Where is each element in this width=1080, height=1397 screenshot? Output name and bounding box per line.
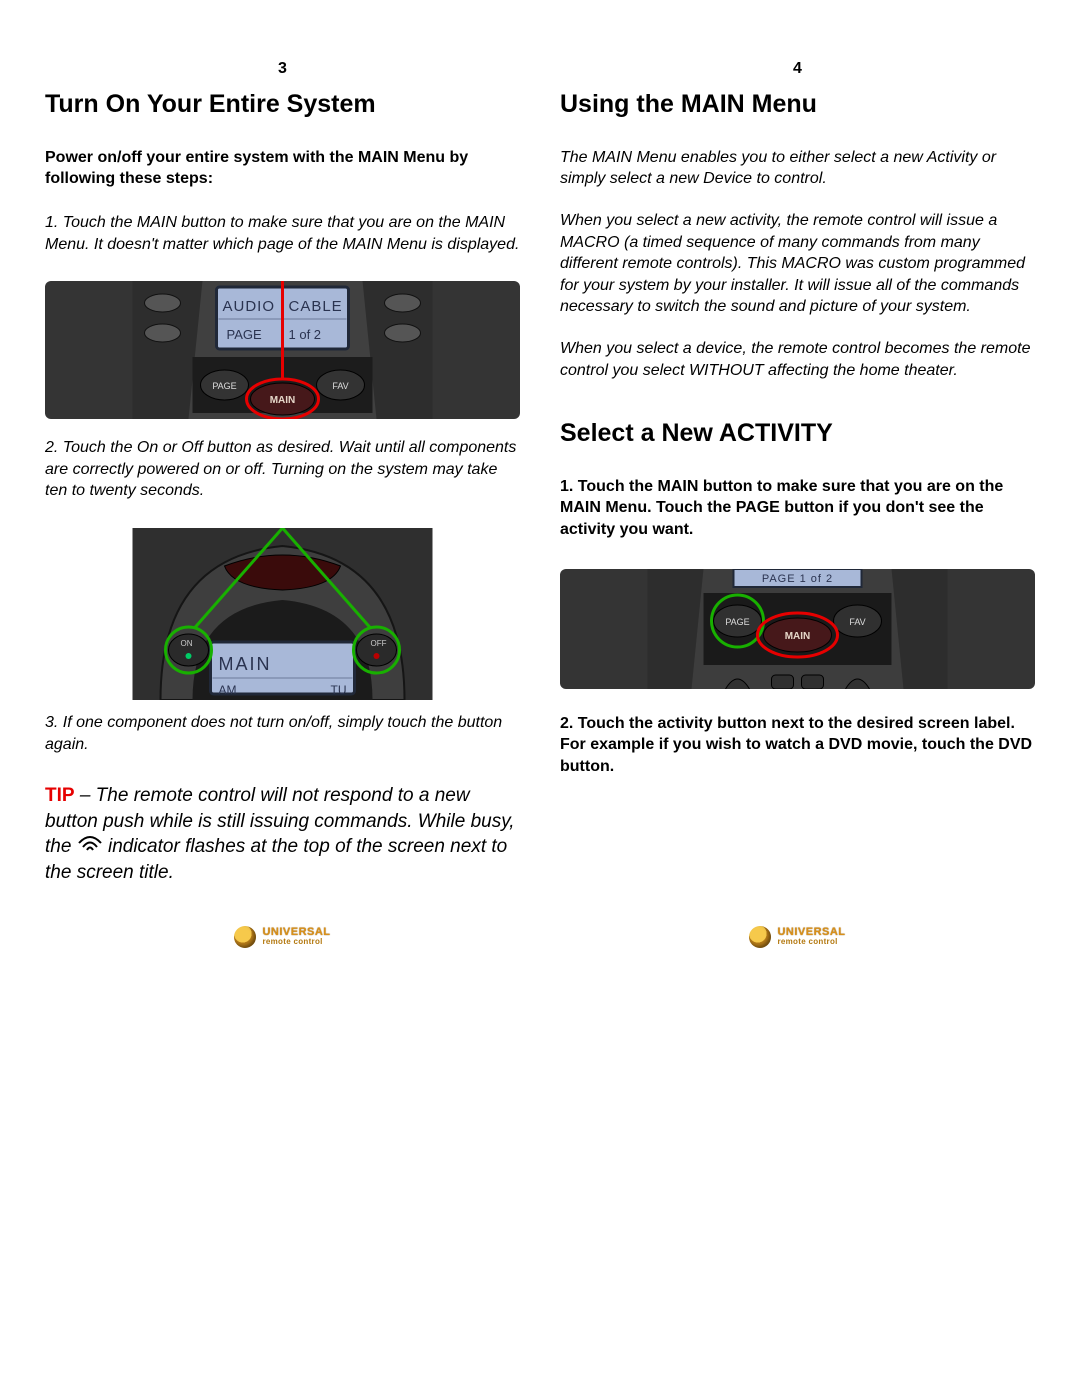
- step1-text: 1. Touch the MAIN button to make sure th…: [45, 212, 520, 255]
- logo-line2: remote control: [777, 938, 845, 946]
- page-button-label-2: PAGE: [725, 617, 749, 627]
- logo-line2: remote control: [262, 938, 330, 946]
- page-button-label: PAGE: [212, 381, 236, 391]
- lcd-audio-label: AUDIO: [223, 298, 276, 315]
- heading-using-main: Using the MAIN Menu: [560, 90, 1035, 119]
- tip-label: TIP: [45, 785, 75, 806]
- heading-turn-on: Turn On Your Entire System: [45, 90, 520, 119]
- step3-text: 3. If one component does not turn on/off…: [45, 712, 520, 755]
- lcd-cable-label: CABLE: [289, 298, 343, 315]
- page-number-left: 3: [45, 60, 520, 78]
- footer-logo-right: UNIVERSAL remote control: [560, 886, 1035, 948]
- signal-icon: [77, 835, 103, 861]
- fav-button-label: FAV: [332, 381, 348, 391]
- right-step2: 2. Touch the activity button next to the…: [560, 713, 1035, 778]
- logo-globe-icon: [234, 926, 256, 948]
- intro-para: Power on/off your entire system with the…: [45, 147, 520, 190]
- lcd-tu-label: TU: [331, 683, 347, 697]
- page-4-column: 4 Using the MAIN Menu The MAIN Menu enab…: [560, 60, 1035, 948]
- footer-logo-left: UNIVERSAL remote control: [45, 886, 520, 948]
- main-button-label-2: MAIN: [785, 631, 811, 642]
- lcd-pagecount-label: 1 of 2: [289, 327, 322, 342]
- figure-remote-page-main: PAGE 1 of 2 PAGE FAV MAIN: [560, 569, 1035, 689]
- figure-remote-main-circled: AUDIO CABLE PAGE 1 of 2 PAGE FAV MAIN: [45, 281, 520, 419]
- lcd-page-text: PAGE 1 of 2: [762, 573, 833, 585]
- right-para1: The MAIN Menu enables you to either sele…: [560, 147, 1035, 190]
- lcd-am-label: AM: [219, 683, 237, 697]
- figure-remote-on-off: MAIN AM TU ON OFF: [45, 528, 520, 700]
- right-para3: When you select a device, the remote con…: [560, 338, 1035, 381]
- subheading-select-activity: Select a New ACTIVITY: [560, 419, 1035, 448]
- logo-globe-icon: [749, 926, 771, 948]
- off-button-label: OFF: [371, 639, 387, 648]
- lcd-page-label: PAGE: [227, 327, 262, 342]
- step2-text: 2. Touch the On or Off button as desired…: [45, 437, 520, 502]
- on-button-label: ON: [181, 639, 193, 648]
- lcd-main-title: MAIN: [219, 654, 272, 674]
- tip-paragraph: TIP – The remote control will not respon…: [45, 783, 520, 886]
- fav-button-label-2: FAV: [849, 617, 865, 627]
- tip-body-after: indicator flashes at the top of the scre…: [45, 836, 507, 883]
- page-number-right: 4: [560, 60, 1035, 78]
- right-step1: 1. Touch the MAIN button to make sure th…: [560, 476, 1035, 541]
- main-button-label: MAIN: [270, 395, 296, 406]
- right-para2: When you select a new activity, the remo…: [560, 210, 1035, 318]
- page-3-column: 3 Turn On Your Entire System Power on/of…: [45, 60, 520, 948]
